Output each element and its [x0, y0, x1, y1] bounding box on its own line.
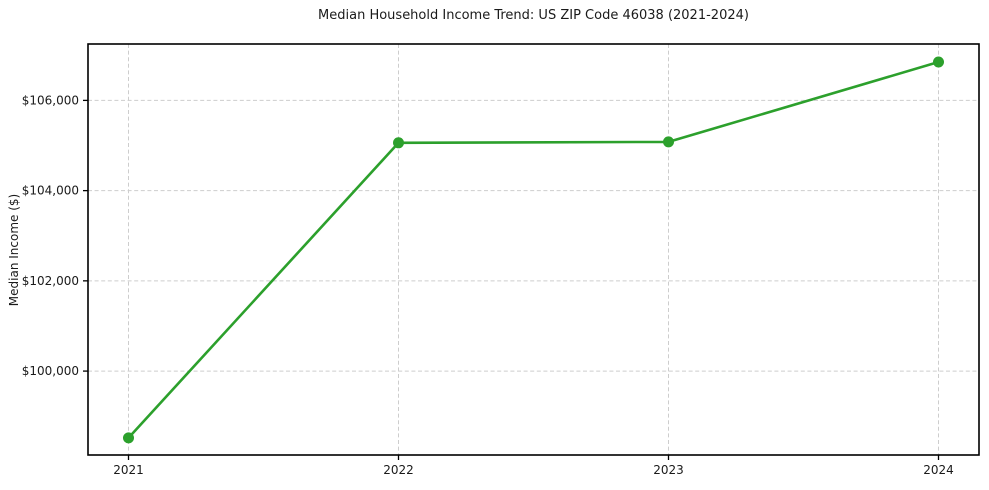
y-tick-label: $102,000 — [22, 274, 79, 288]
y-tick-label: $104,000 — [22, 184, 79, 198]
data-point-2024 — [933, 56, 944, 68]
x-tick-label: 2021 — [113, 463, 144, 477]
data-point-2021 — [123, 432, 134, 444]
y-tick-label: $106,000 — [22, 93, 79, 107]
x-tick-label: 2022 — [383, 463, 414, 477]
x-tick-label: 2023 — [653, 463, 684, 477]
y-tick-label: $100,000 — [22, 364, 79, 378]
chart-title: Median Household Income Trend: US ZIP Co… — [318, 8, 749, 23]
data-point-2022 — [393, 137, 404, 149]
data-point-2023 — [663, 136, 674, 148]
axes-spines — [87, 43, 980, 456]
x-tick-label: 2024 — [923, 463, 954, 477]
trend-line — [127, 60, 940, 440]
